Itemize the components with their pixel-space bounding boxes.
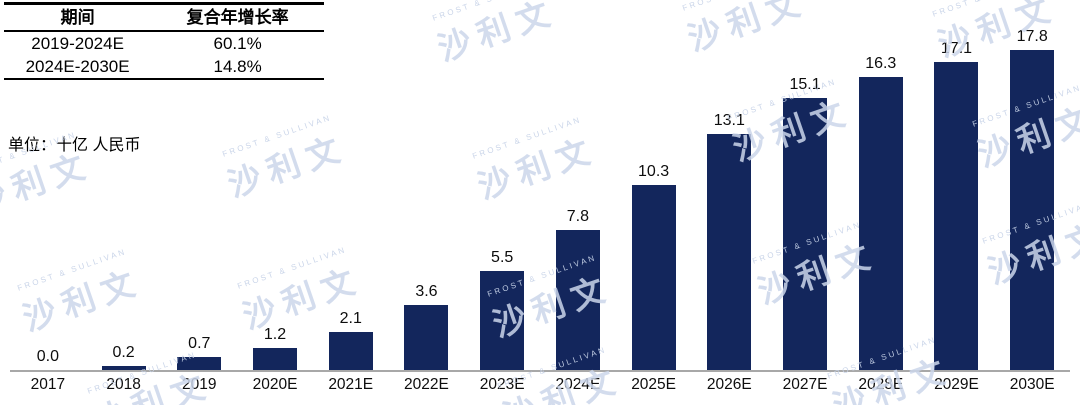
bar bbox=[253, 348, 298, 370]
cagr-table: 期间 复合年增长率 2019-2024E 60.1% 2024E-2030E 14.8% bbox=[4, 2, 324, 80]
bar bbox=[404, 305, 449, 370]
bar-column: 1.2 bbox=[237, 0, 313, 370]
bar-plot: 0.0 0.2 0.7 1.2 2.1 3.6 5.5 7.8 10.3 13.1 15.1 16.3… bbox=[10, 0, 1070, 372]
bar-column: 17.8 bbox=[994, 0, 1070, 370]
value-label: 1.2 bbox=[263, 326, 287, 344]
value-label: 15.1 bbox=[789, 76, 821, 94]
bar-column: 0.0 bbox=[10, 0, 86, 370]
value-label: 0.2 bbox=[112, 344, 135, 362]
x-tick-label: 2023E bbox=[479, 376, 525, 393]
cagr-header-cell: 期间 bbox=[60, 8, 95, 27]
cagr-cell: 2019-2024E bbox=[31, 34, 124, 53]
cagr-cell: 60.1% bbox=[213, 34, 262, 53]
bar bbox=[783, 98, 828, 370]
bar-column: 17.1 bbox=[919, 0, 995, 370]
x-tick-label: 2018 bbox=[106, 376, 141, 393]
bar-column: 10.3 bbox=[616, 0, 692, 370]
bar bbox=[101, 366, 146, 370]
x-tick-label: 2020E bbox=[252, 376, 298, 393]
x-axis-labels: 2017 2018 2019 2020E 2021E 2022E 2023E 2024E 202… bbox=[10, 376, 1070, 394]
value-label: 5.5 bbox=[491, 249, 514, 266]
bar-column: 13.1 bbox=[691, 0, 767, 370]
value-label: 0.0 bbox=[36, 348, 59, 365]
x-tick-label: 2028E bbox=[858, 376, 904, 393]
bar bbox=[631, 184, 676, 370]
value-label: 17.8 bbox=[1016, 27, 1048, 45]
cagr-cell: 14.8% bbox=[213, 57, 262, 76]
cagr-header-cell: 复合年增长率 bbox=[186, 8, 289, 27]
unit-label: 单位：十亿 人民币 bbox=[8, 137, 141, 154]
x-tick-label: 2017 bbox=[30, 376, 66, 393]
value-label: 17.1 bbox=[940, 40, 973, 58]
value-label: 13.1 bbox=[713, 112, 745, 130]
bar bbox=[858, 76, 903, 370]
x-tick-label: 2021E bbox=[328, 376, 374, 393]
x-tick-label: 2025E bbox=[631, 376, 677, 393]
cagr-cell: 2024E-2030E bbox=[25, 57, 130, 76]
bar-column: 3.6 bbox=[389, 0, 465, 370]
x-tick-label: 2024E bbox=[555, 376, 601, 393]
bar-column: 15.1 bbox=[767, 0, 843, 370]
bar bbox=[328, 332, 373, 370]
bar-column: 5.5 bbox=[464, 0, 540, 370]
cagr-table-header-row: 期间 复合年增长率 bbox=[4, 5, 324, 32]
value-label: 2.1 bbox=[339, 310, 362, 328]
bar bbox=[555, 229, 600, 370]
x-tick-label: 2030E bbox=[1009, 376, 1055, 393]
bar-column: 7.8 bbox=[540, 0, 616, 370]
cagr-table-row: 2019-2024E 60.1% bbox=[4, 32, 324, 55]
bar-column: 16.3 bbox=[843, 0, 919, 370]
bar-column: 0.7 bbox=[161, 0, 237, 370]
bar-column: 0.2 bbox=[86, 0, 162, 370]
cagr-table-body: 2019-2024E 60.1% 2024E-2030E 14.8% bbox=[4, 32, 324, 78]
x-tick-label: 2026E bbox=[706, 376, 752, 393]
bar bbox=[1010, 49, 1055, 370]
value-label: 7.8 bbox=[566, 207, 590, 225]
value-label: 3.6 bbox=[415, 283, 438, 301]
value-label: 10.3 bbox=[638, 162, 670, 180]
x-tick-label: 2029E bbox=[934, 376, 979, 393]
bar bbox=[934, 62, 979, 370]
bar bbox=[707, 134, 752, 370]
x-tick-label: 2022E bbox=[404, 376, 449, 393]
x-tick-label: 2027E bbox=[782, 376, 828, 393]
bar-column: 2.1 bbox=[313, 0, 389, 370]
x-tick-label: 2019 bbox=[182, 376, 217, 393]
value-label: 16.3 bbox=[865, 54, 897, 72]
cagr-table-row: 2024E-2030E 14.8% bbox=[4, 55, 324, 78]
value-label: 0.7 bbox=[188, 335, 211, 353]
bar bbox=[177, 357, 222, 370]
bar bbox=[480, 271, 525, 370]
